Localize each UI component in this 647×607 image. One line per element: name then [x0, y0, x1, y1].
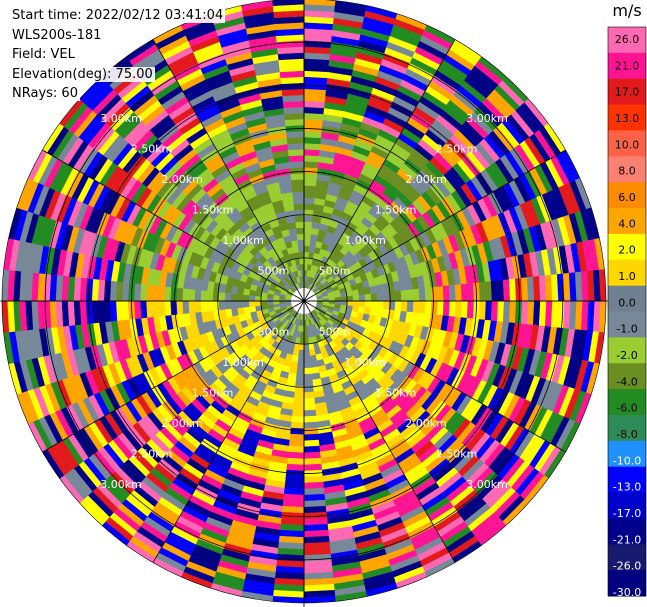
colorbar-tick-label: -1.0	[616, 323, 637, 336]
field-name: Field: VEL	[10, 47, 77, 62]
colorbar-tick-label: 8.0	[618, 165, 636, 178]
colorbar-tick-label: -13.0	[613, 481, 641, 494]
colorbar-tick-label: -30.0	[613, 586, 641, 599]
colorbar-tick-label: -26.0	[613, 560, 641, 573]
start-time: Start time: 2022/02/12 03:41:04	[10, 8, 226, 23]
colorbar-tick-label: -21.0	[613, 533, 641, 546]
colorbar-tick-label: 21.0	[615, 59, 640, 72]
colorbar-tick-label: -10.0	[613, 454, 641, 467]
colorbar-tick-label: -8.0	[616, 428, 637, 441]
colorbar-tick-label: 6.0	[618, 191, 636, 204]
colorbar-tick-label: 13.0	[615, 112, 640, 125]
colorbar-tick-label: -17.0	[613, 507, 641, 520]
instrument-name: WLS200s-181	[10, 27, 104, 43]
colorbar-tick-label: 10.0	[615, 138, 640, 151]
nrays: NRays: 60	[10, 86, 80, 101]
colorbar-tick-label: 17.0	[615, 86, 640, 99]
velocity-cells	[1, 0, 607, 604]
colorbar-tick-label: 26.0	[615, 33, 640, 46]
colorbar-tick-label: 2.0	[618, 244, 636, 257]
colorbar-tick-label: 0.0	[618, 296, 636, 309]
colorbar-tick-label: -4.0	[616, 375, 637, 388]
colorbar-tick-label: 1.0	[618, 270, 636, 283]
colorbar-tick-label: -6.0	[616, 402, 637, 415]
colorbar-unit: m/s	[612, 1, 641, 20]
elevation: Elevation(deg): 75.00	[10, 66, 155, 82]
colorbar-tick-label: 4.0	[618, 217, 636, 230]
colorbar-tick-label: -2.0	[616, 349, 637, 362]
scan-info: Start time: 2022/02/12 03:41:04 WLS200s-…	[10, 6, 226, 104]
